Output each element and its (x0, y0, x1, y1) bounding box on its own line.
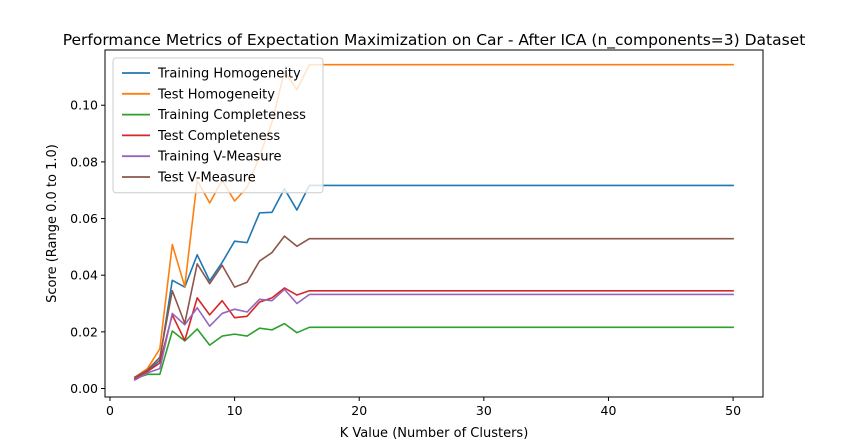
series-line-2 (133, 63, 734, 379)
series-line-1 (133, 184, 734, 379)
series-line-6 (133, 235, 734, 379)
legend-label: Training Completeness (157, 108, 306, 123)
legend-label: Test Completeness (157, 129, 280, 144)
series-line-4 (133, 287, 734, 380)
series-layer (133, 63, 734, 382)
legend-label: Training Homogeneity (157, 67, 301, 82)
x-tick-label: 50 (725, 403, 741, 418)
series-line-5 (133, 288, 734, 382)
legend-label: Test V-Measure (157, 171, 256, 186)
plot-frame (104, 49, 764, 398)
legend-label: Training V-Measure (157, 150, 282, 165)
y-tick-label: 0.10 (70, 98, 98, 113)
legend-box (112, 57, 324, 194)
ticks-layer: 0 10 20 30 40 50 0.00 0.02 0.04 0.06 0.08 0.10 (70, 98, 741, 418)
y-tick-label: 0.00 (70, 381, 98, 396)
x-tick-label: 20 (351, 403, 367, 418)
legend: Training Homogeneity Test Homogeneity Trai… (112, 57, 324, 194)
y-tick-label: 0.04 (70, 268, 98, 283)
y-tick-label: 0.06 (70, 211, 98, 226)
series-line-3 (133, 322, 734, 380)
x-axis-label: K Value (Number of Clusters) (340, 426, 529, 441)
chart-title: Performance Metrics of Expectation Maxim… (63, 31, 806, 50)
x-tick-label: 40 (601, 403, 617, 418)
x-tick-label: 0 (106, 403, 114, 418)
legend-label: Test Homogeneity (157, 87, 275, 102)
y-axis-label: Score (Range 0.0 to 1.0) (45, 144, 60, 303)
y-tick-label: 0.08 (70, 154, 98, 169)
x-tick-label: 10 (227, 403, 243, 418)
y-tick-label: 0.02 (70, 324, 98, 339)
x-tick-label: 30 (476, 403, 492, 418)
